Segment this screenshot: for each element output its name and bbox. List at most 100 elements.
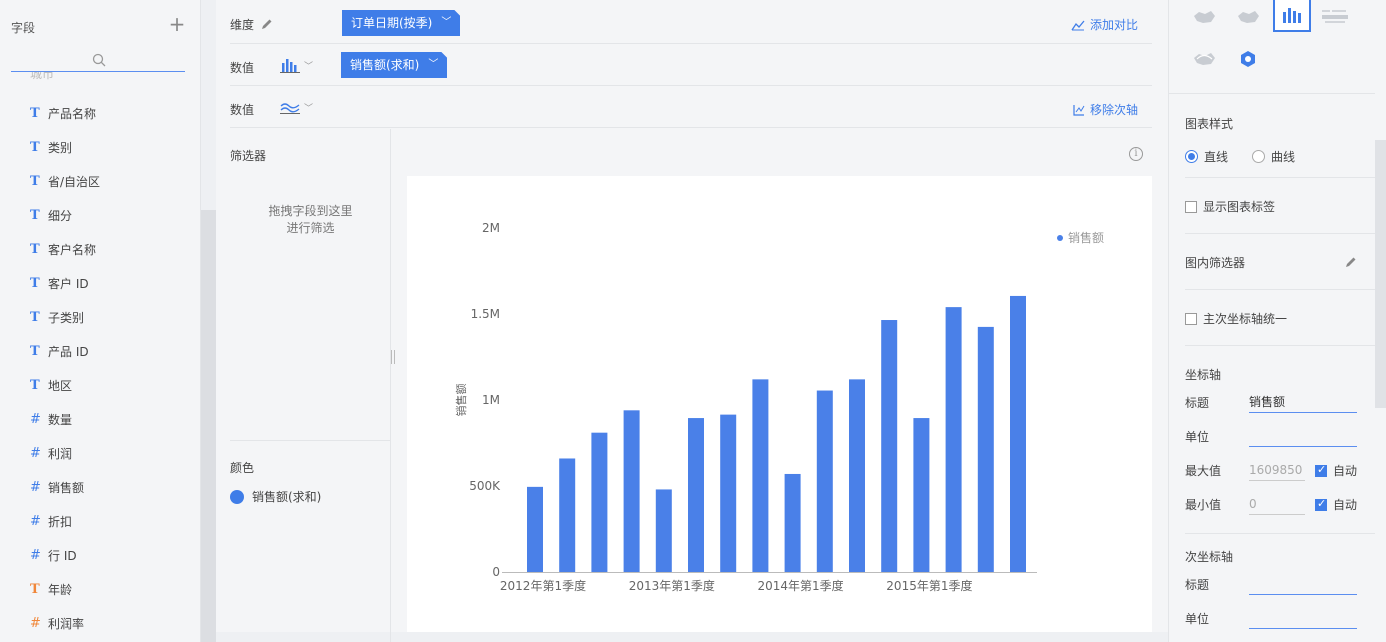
filter-drop-hint-1: 拖拽字段到这里	[268, 204, 353, 218]
color-swatch	[230, 489, 244, 504]
radio-straight-label: 直线	[1204, 150, 1229, 164]
text-type-icon: T	[30, 581, 40, 597]
unify-axes-checkbox[interactable]: 主次坐标轴统一	[1185, 310, 1287, 327]
remove-secondary-axis-link[interactable]: 移除次轴	[1073, 101, 1138, 118]
field-item-label: 利润率	[48, 616, 85, 631]
chart-type-bar-selected[interactable]	[1273, 0, 1311, 32]
sec-axis-unit-input[interactable]	[1249, 607, 1357, 629]
edit-pencil-icon[interactable]	[1345, 256, 1357, 268]
radio-curve-label: 曲线	[1271, 150, 1296, 164]
show-labels-checkbox[interactable]: 显示图表标签	[1185, 198, 1275, 215]
field-search-input[interactable]	[11, 50, 185, 72]
auto-label: 自动	[1333, 498, 1358, 512]
axis-min-auto-checkbox[interactable]: 自动	[1315, 496, 1357, 513]
word-cloud-icon	[1322, 10, 1348, 23]
sec-axis-title-label: 标题	[1185, 578, 1210, 592]
add-compare-link[interactable]: 添加对比	[1071, 16, 1138, 33]
field-item[interactable]: T 子类别	[0, 300, 200, 334]
axis-max-auto-checkbox[interactable]: 自动	[1315, 462, 1357, 479]
map-icon	[1238, 11, 1259, 23]
field-item[interactable]: T 省/自治区	[0, 164, 200, 198]
properties-scrollbar[interactable]	[1375, 140, 1386, 408]
axis-title-input[interactable]	[1249, 391, 1357, 413]
field-item[interactable]: T 产品 ID	[0, 334, 200, 368]
chart-type-custom[interactable]	[1229, 42, 1267, 76]
primary-chart-type-select[interactable]: ﹀	[280, 54, 313, 76]
line-chart-icon	[280, 103, 300, 114]
dimension-pill[interactable]: 订单日期(按季) ﹀	[342, 10, 460, 36]
number-type-icon: #	[30, 547, 41, 563]
field-item[interactable]: T 地区	[0, 368, 200, 402]
field-item-label: 产品名称	[48, 106, 97, 121]
value-pill[interactable]: 销售额(求和) ﹀	[341, 52, 447, 78]
field-item[interactable]: # 行 ID	[0, 538, 200, 572]
bar-chart-icon	[1283, 8, 1301, 23]
field-item-label: 产品 ID	[48, 344, 89, 359]
fields-panel-body: 字段 + 城市 T 产品名称 T 类别 T 省/自治区 T 细分 T 客户名称 T 客户 ID T 子类别…	[0, 0, 201, 642]
number-type-icon: #	[30, 411, 41, 427]
bar-chart: 0 500K 1M 1.5M 2M 销售额 2012年第1季度 2013年第1季度 2014年第…	[454, 221, 1104, 593]
field-item-label: 折扣	[48, 514, 73, 529]
color-title: 颜色	[230, 461, 255, 475]
bar	[655, 489, 672, 572]
number-type-icon: #	[30, 479, 41, 495]
fields-scrollbar[interactable]	[201, 210, 216, 642]
filter-panel: 筛选器 拖拽字段到这里 进行筛选 颜色 销售额(求和)	[230, 129, 391, 642]
axis-max-input[interactable]	[1249, 459, 1305, 481]
field-item[interactable]: T 客户名称	[0, 232, 200, 266]
field-item-label: 客户名称	[48, 242, 97, 257]
sec-axis-title-input[interactable]	[1249, 573, 1357, 595]
chart-type-map-1[interactable]	[1185, 0, 1223, 34]
chart-style-title: 图表样式	[1185, 117, 1234, 131]
text-type-icon: T	[30, 343, 40, 359]
field-item-partial[interactable]: 城市	[30, 72, 55, 81]
dimension-pill-label: 订单日期(按季)	[351, 16, 433, 30]
radio-curve[interactable]	[1252, 150, 1266, 163]
axis-min-input[interactable]	[1249, 493, 1305, 515]
edit-pencil-icon[interactable]	[261, 18, 273, 30]
chart-type-flow-map[interactable]	[1185, 42, 1223, 76]
divider	[1185, 533, 1375, 534]
bar	[591, 432, 608, 572]
x-tick-label: 2013年第1季度	[629, 578, 715, 593]
chart-type-map-2[interactable]	[1229, 0, 1267, 34]
editor-area: 维度 订单日期(按季) ﹀ 添加对比 数值 ﹀ 销售额(求和) ﹀	[216, 0, 1168, 642]
show-labels-label: 显示图表标签	[1203, 200, 1276, 214]
bar	[881, 320, 898, 572]
bar	[527, 486, 543, 572]
panel-resize-handle[interactable]	[391, 350, 395, 364]
secondary-chart-type-select[interactable]: ﹀	[280, 96, 313, 118]
text-type-icon: T	[30, 241, 40, 257]
divider	[1185, 289, 1375, 290]
axis-max-label: 最大值	[1185, 464, 1222, 478]
color-item-label: 销售额(求和)	[252, 490, 322, 504]
field-item[interactable]: T 类别	[0, 130, 200, 164]
field-item[interactable]: # 销售额	[0, 470, 200, 504]
axis-unit-input[interactable]	[1249, 425, 1357, 447]
field-item[interactable]: T 产品名称	[0, 96, 200, 130]
chart-card: 0 500K 1M 1.5M 2M 销售额 2012年第1季度 2013年第1季度 2014年第…	[407, 176, 1152, 632]
field-item[interactable]: # 利润	[0, 436, 200, 470]
filter-drop-zone[interactable]: 拖拽字段到这里 进行筛选	[230, 203, 391, 237]
chart-type-wordcloud[interactable]	[1317, 0, 1355, 34]
bar	[977, 326, 994, 572]
y-tick-label: 500K	[469, 479, 501, 493]
chevron-down-icon: ﹀	[441, 17, 452, 28]
add-field-button[interactable]: +	[168, 12, 186, 36]
field-item[interactable]: T 年龄	[0, 572, 200, 606]
inner-filter-label: 图内筛选器	[1185, 256, 1246, 270]
field-item[interactable]: # 数量	[0, 402, 200, 436]
field-item[interactable]: T 细分	[0, 198, 200, 232]
bar	[1010, 295, 1026, 572]
field-item[interactable]: # 折扣	[0, 504, 200, 538]
field-item[interactable]: # 利润率	[0, 606, 200, 640]
radio-straight[interactable]	[1185, 150, 1198, 163]
custom-chart-icon	[1241, 51, 1255, 67]
color-legend-item[interactable]: 销售额(求和)	[230, 488, 321, 505]
bar	[816, 390, 833, 572]
field-search[interactable]	[11, 50, 185, 72]
field-item[interactable]: T 客户 ID	[0, 266, 200, 300]
info-icon[interactable]: i	[1129, 147, 1143, 161]
remove-secondary-axis-label: 移除次轴	[1089, 103, 1138, 117]
map-icon	[1194, 11, 1215, 23]
